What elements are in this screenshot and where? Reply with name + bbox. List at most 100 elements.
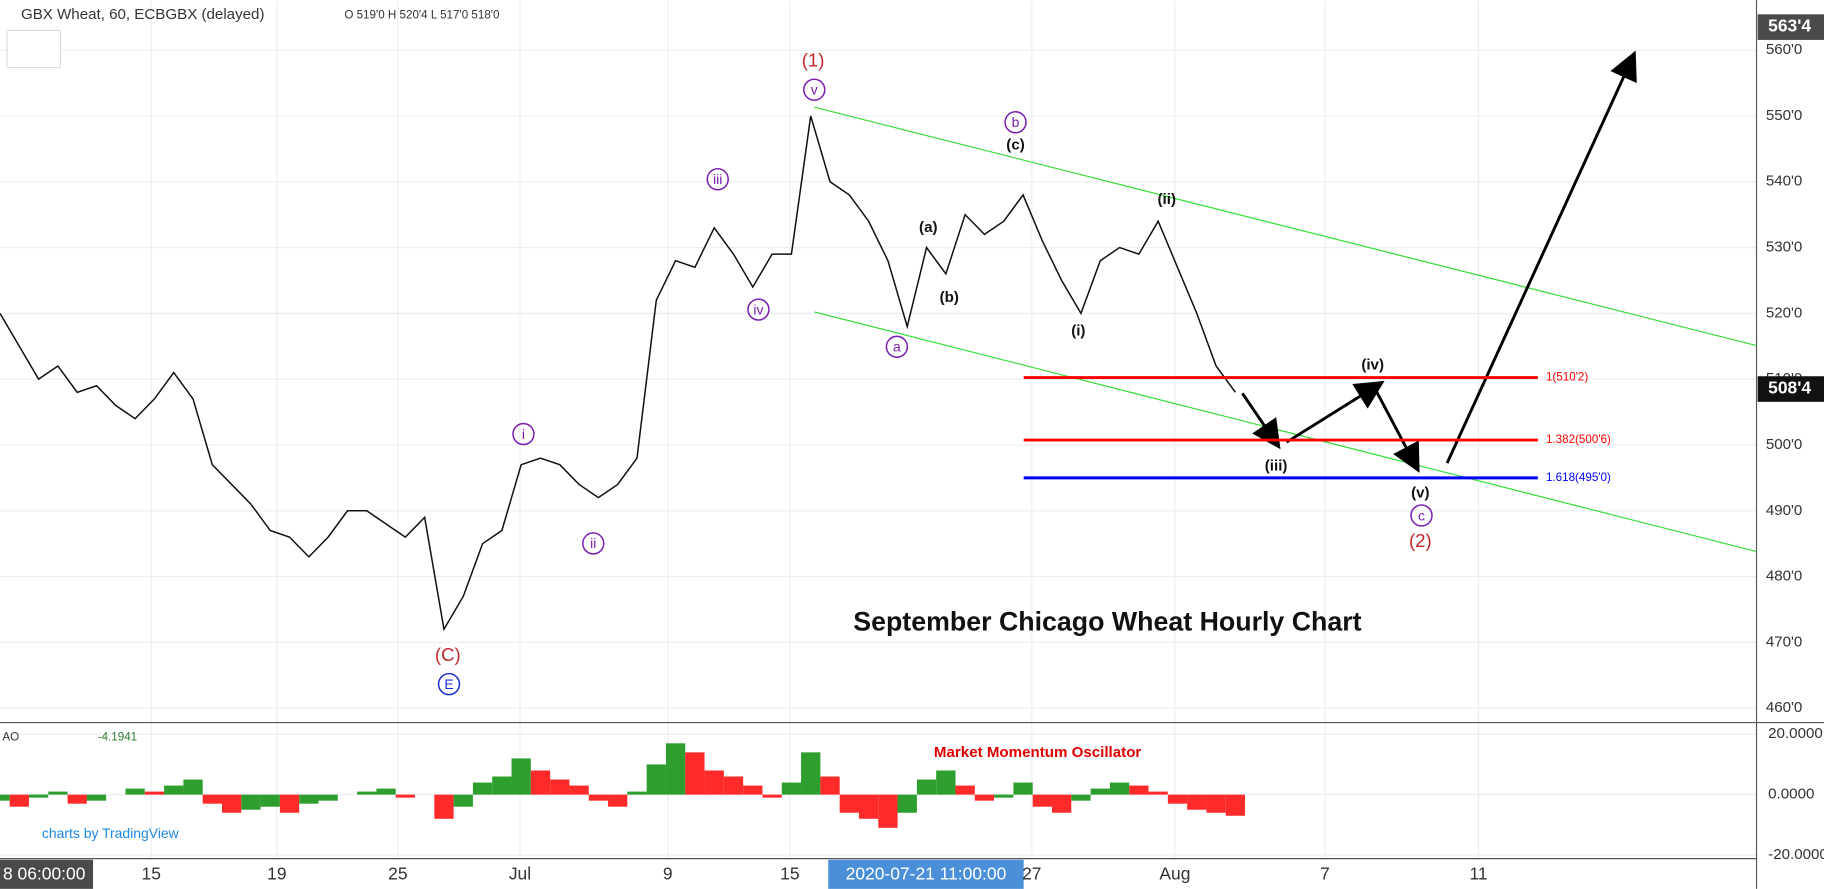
osc-title: Market Momentum Oscillator bbox=[934, 744, 1141, 761]
x-tick-label: 15 bbox=[780, 864, 799, 884]
osc-bar bbox=[1071, 794, 1091, 801]
x-tick-label: Aug bbox=[1159, 864, 1190, 884]
osc-bar bbox=[762, 794, 782, 798]
x-tick-label: 15 bbox=[142, 864, 161, 884]
arrow bbox=[1373, 387, 1420, 473]
osc-bar bbox=[164, 785, 184, 795]
wave-label: b bbox=[1012, 114, 1020, 130]
osc-bar bbox=[936, 770, 956, 795]
x-label-box bbox=[828, 859, 1024, 889]
osc-bar bbox=[376, 788, 396, 795]
tool-button[interactable] bbox=[6, 29, 62, 69]
wave-label: iv bbox=[753, 301, 763, 317]
y-tick-label: 460'0 bbox=[1766, 699, 1803, 716]
osc-bar bbox=[1052, 794, 1072, 813]
wave-label: (b) bbox=[940, 289, 959, 306]
osc-bar bbox=[878, 794, 898, 828]
grid bbox=[0, 0, 1757, 859]
osc-bar bbox=[685, 752, 705, 795]
osc-bar bbox=[260, 794, 280, 807]
wave-circle bbox=[1410, 504, 1433, 527]
osc-bar bbox=[916, 779, 937, 795]
y-tick-label: 540'0 bbox=[1766, 173, 1803, 190]
osc-bar bbox=[1129, 785, 1149, 795]
osc-bar bbox=[299, 794, 319, 804]
osc-bar bbox=[801, 752, 821, 795]
x-tick-label: 7 bbox=[1320, 864, 1330, 884]
osc-bar bbox=[955, 785, 975, 795]
wave-label: a bbox=[893, 339, 901, 355]
wave-label: v bbox=[811, 82, 818, 98]
osc-bar bbox=[974, 794, 995, 801]
osc-bar bbox=[202, 794, 222, 804]
wave-label: ii bbox=[590, 535, 596, 551]
price-line bbox=[0, 115, 1236, 632]
osc-bar bbox=[144, 791, 165, 795]
osc-bar bbox=[994, 794, 1014, 798]
x-tick-label: 8 06:00:00 bbox=[3, 864, 86, 884]
osc-bar bbox=[897, 794, 917, 813]
y-tick-label: 20.0000 bbox=[1768, 725, 1823, 742]
x-tick-label: 9 bbox=[663, 864, 673, 884]
price-badge bbox=[1757, 376, 1824, 402]
osc-bar bbox=[1167, 794, 1188, 804]
chart-title: September Chicago Wheat Hourly Chart bbox=[853, 607, 1361, 637]
osc-bar bbox=[550, 779, 570, 795]
osc-bar bbox=[511, 758, 531, 795]
osc-bar bbox=[743, 785, 763, 795]
osc-bar bbox=[67, 794, 87, 804]
wave-label: iii bbox=[713, 171, 722, 187]
price-badge bbox=[1757, 14, 1824, 40]
wave-circle bbox=[803, 78, 826, 101]
osc-name: AO bbox=[2, 731, 19, 744]
osc-bar bbox=[318, 794, 338, 801]
y-tick-label: 470'0 bbox=[1766, 633, 1803, 650]
wave-label: c bbox=[1418, 507, 1425, 523]
arrow bbox=[1285, 380, 1385, 444]
osc-bar bbox=[1109, 782, 1130, 795]
osc-bar bbox=[357, 791, 377, 795]
y-tick-label: 530'0 bbox=[1766, 239, 1803, 256]
osc-bar bbox=[48, 791, 68, 795]
osc-bar bbox=[279, 794, 300, 813]
y-tick-label: -20.0000 bbox=[1768, 846, 1824, 863]
osc-bar bbox=[1225, 794, 1246, 816]
wave-circle bbox=[512, 422, 535, 446]
osc-bar bbox=[1206, 794, 1226, 813]
fib-label: 1.382(500'6) bbox=[1546, 433, 1611, 446]
osc-bar bbox=[665, 743, 686, 795]
osc-bar bbox=[588, 794, 609, 801]
osc-bar bbox=[1013, 782, 1033, 795]
y-tick-label: 500'0 bbox=[1766, 436, 1803, 453]
osc-bar bbox=[241, 794, 261, 810]
symbol: GBX Wheat, 60, ECBGBX (delayed) bbox=[21, 6, 265, 23]
osc-bar bbox=[28, 794, 49, 798]
wave-circle bbox=[747, 298, 770, 321]
osc-bar bbox=[86, 794, 107, 801]
osc-bar bbox=[646, 764, 666, 795]
osc-bar bbox=[183, 779, 203, 795]
wave-circle bbox=[437, 672, 461, 696]
wave-label: (i) bbox=[1071, 323, 1085, 340]
channel-line bbox=[814, 311, 1757, 553]
wave-circle bbox=[885, 335, 909, 359]
wave-label: (iii) bbox=[1265, 458, 1288, 475]
price-badge-label: 508'4 bbox=[1768, 378, 1811, 398]
osc-bar bbox=[472, 782, 493, 795]
y-tick-label: 480'0 bbox=[1766, 568, 1803, 585]
wave-label: (c) bbox=[1006, 137, 1024, 154]
x-tick-label: 25 bbox=[388, 864, 407, 884]
osc-bar bbox=[781, 782, 802, 795]
osc-bar bbox=[492, 776, 512, 795]
projection-arrows bbox=[1241, 50, 1637, 473]
osc-bar bbox=[9, 794, 29, 807]
osc-value: -4.1941 bbox=[98, 731, 137, 744]
osc-bar bbox=[820, 776, 840, 795]
wave-label: (a) bbox=[919, 219, 937, 236]
osc-bar bbox=[1032, 794, 1053, 807]
osc-bar bbox=[453, 794, 473, 807]
osc-bar bbox=[395, 794, 416, 798]
osc-bar bbox=[530, 770, 551, 795]
